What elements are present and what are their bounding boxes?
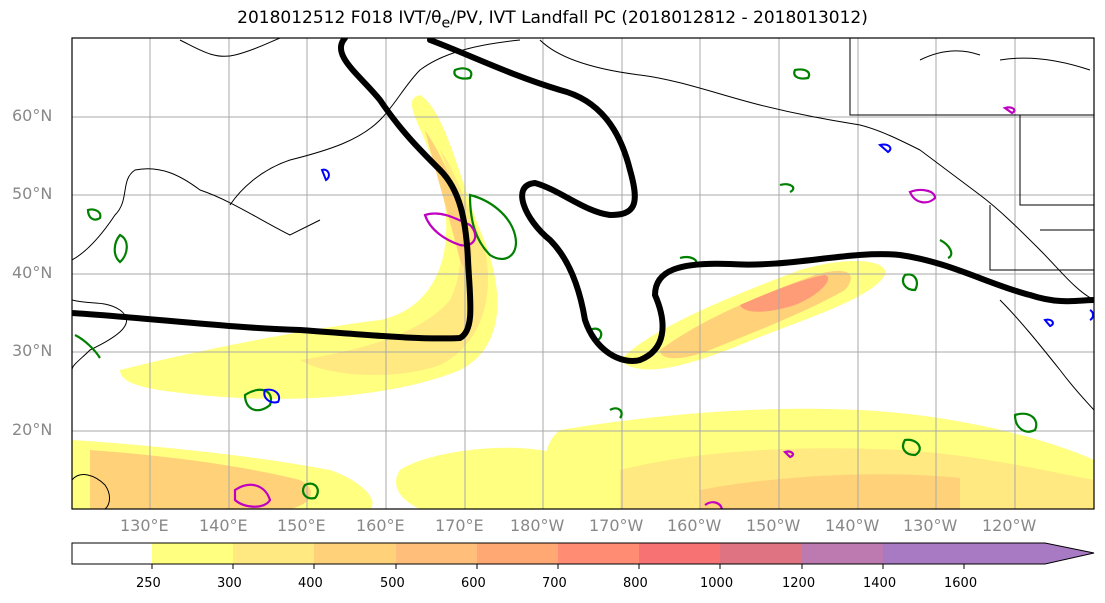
lon-label-120w: 120°W [982,516,1037,535]
colorbar-tick-800: 800 [623,576,648,591]
lat-label-30: 30°N [12,341,53,360]
lat-label-40: 40°N [12,263,53,282]
map-frame [71,37,1095,510]
lat-label-60: 60°N [12,106,53,125]
lon-label-170w: 170°W [589,516,644,535]
colorbar-tick-400: 400 [298,576,323,591]
lat-label-50: 50°N [12,184,53,203]
map-title: 2018012512 F018 IVT/θe/PV, IVT Landfall … [237,8,868,32]
lon-label-150e: 150°E [277,516,326,535]
colorbar-tick-250: 250 [136,576,161,591]
pv-contour [72,38,1094,364]
lon-label-160e: 160°E [356,516,405,535]
lon-label-130w: 130°W [903,516,958,535]
coastlines [72,38,1094,509]
lon-label-170e: 170°E [435,516,484,535]
ivt-shading [72,95,1094,509]
lon-label-140e: 140°E [199,516,248,535]
colorbar-tick-1200: 1200 [782,576,816,591]
lat-label-20: 20°N [12,420,53,439]
colorbar-tick-500: 500 [380,576,405,591]
colorbar-tick-600: 600 [461,576,486,591]
colorbar-tick-1600: 1600 [944,576,978,591]
map-gridlines [72,38,1094,509]
lon-label-150w: 150°W [746,516,801,535]
theta-e-contours [74,67,1038,500]
colorbar-tick-1400: 1400 [863,576,897,591]
lon-label-160w: 160°W [667,516,722,535]
theta-e-blue-contours [263,143,1094,404]
colorbar-tick-1000: 1000 [700,576,734,591]
lon-label-180w: 180°W [510,516,565,535]
colorbar-tick-300: 300 [217,576,242,591]
lon-label-140w: 140°W [825,516,880,535]
theta-e-magenta-contours [233,106,1016,509]
ivt-plume-west [120,95,498,399]
lon-label-130e: 130°E [120,516,169,535]
colorbar [71,542,1095,569]
colorbar-tick-700: 700 [542,576,567,591]
